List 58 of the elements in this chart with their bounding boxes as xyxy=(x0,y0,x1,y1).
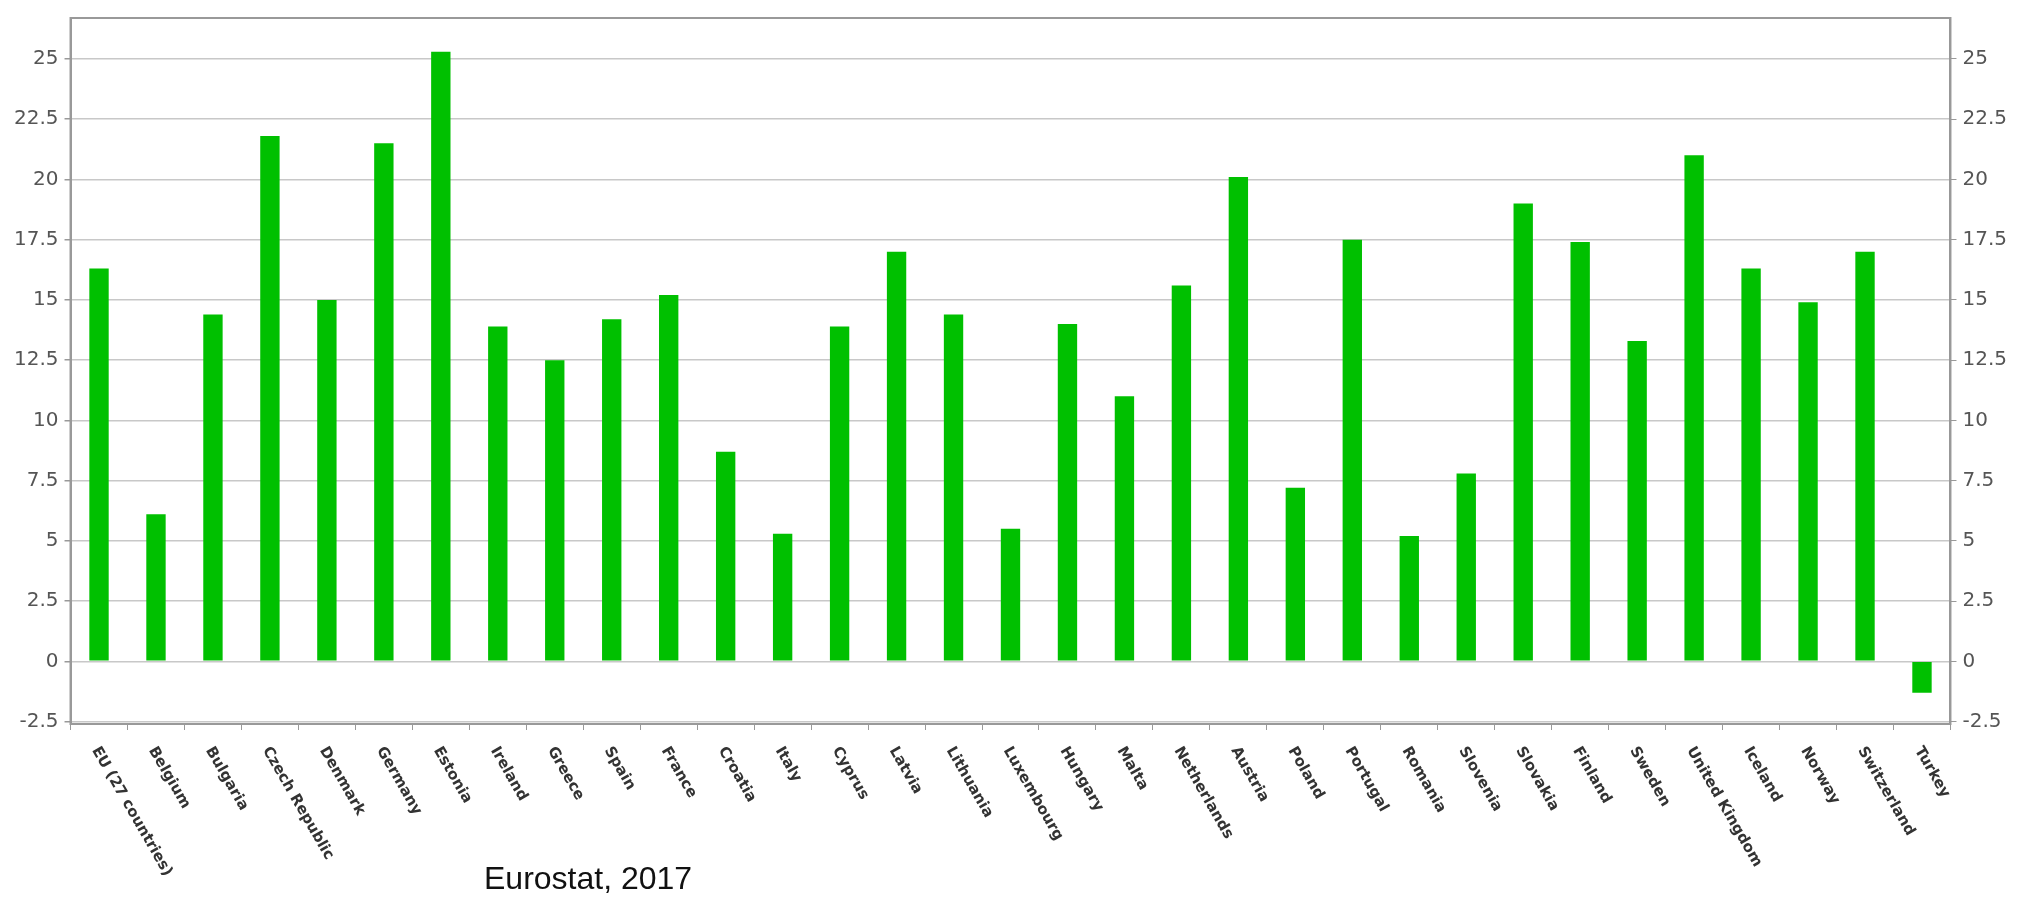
bar xyxy=(1285,487,1306,661)
y-tick-label: 22.5 xyxy=(1962,105,2007,130)
y-tick-label: 12.5 xyxy=(1962,346,2007,371)
bar xyxy=(602,319,622,661)
y2-tick-label: 0 xyxy=(45,647,59,672)
bar xyxy=(431,51,451,661)
bar xyxy=(1000,528,1021,661)
y2-tick-label: 22.5 xyxy=(14,105,59,130)
y2-tick-label: 17.5 xyxy=(14,225,59,250)
bar xyxy=(1570,242,1590,661)
y2-tick-label: -2.5 xyxy=(19,707,59,732)
bar xyxy=(146,514,166,661)
bar xyxy=(1228,177,1249,661)
y-tick-label: 2.5 xyxy=(1962,587,1995,612)
bar xyxy=(1912,662,1932,693)
bar xyxy=(488,326,508,661)
y2-tick-label: 12.5 xyxy=(14,346,59,371)
bar xyxy=(1798,302,1818,661)
y-tick-label: 0 xyxy=(1962,647,1976,672)
bar xyxy=(715,451,736,661)
bar xyxy=(374,143,394,661)
bar xyxy=(1057,324,1078,661)
y2-tick-label: 15 xyxy=(33,286,59,311)
y-tick-label: 7.5 xyxy=(1962,466,1995,491)
bar xyxy=(1342,239,1362,661)
y2-tick-label: 5 xyxy=(45,527,59,552)
bar xyxy=(89,268,109,661)
bar xyxy=(829,326,850,661)
bar xyxy=(203,314,223,661)
bar xyxy=(1399,536,1419,661)
bar xyxy=(1627,340,1647,661)
y2-tick-label: 2.5 xyxy=(26,587,59,612)
bar xyxy=(886,251,907,661)
bar xyxy=(659,295,679,661)
y-tick-label: -2.5 xyxy=(1962,707,2002,732)
y-tick-label: 15 xyxy=(1962,286,1988,311)
text: Eurostat, 2017 xyxy=(484,860,693,897)
bar xyxy=(1741,268,1761,661)
bar xyxy=(1114,396,1135,661)
bar xyxy=(260,136,280,661)
y2-tick-label: 25 xyxy=(33,45,59,70)
bar xyxy=(1855,251,1875,661)
y-tick-label: 20 xyxy=(1962,165,1988,190)
bar xyxy=(1456,473,1476,661)
bar xyxy=(317,299,337,661)
y2-tick-label: 7.5 xyxy=(26,466,59,491)
bar xyxy=(1684,155,1704,661)
bar xyxy=(545,360,565,661)
bar xyxy=(1513,203,1533,661)
y2-tick-label: 10 xyxy=(33,406,59,431)
bar xyxy=(943,314,964,661)
y-tick-label: 25 xyxy=(1962,45,1988,70)
bar xyxy=(1171,285,1192,661)
y-tick-label: 10 xyxy=(1962,406,1988,431)
y2-tick-label: 20 xyxy=(33,165,59,190)
y-tick-label: 17.5 xyxy=(1962,225,2007,250)
y-tick-label: 5 xyxy=(1962,527,1976,552)
bar xyxy=(772,533,793,661)
